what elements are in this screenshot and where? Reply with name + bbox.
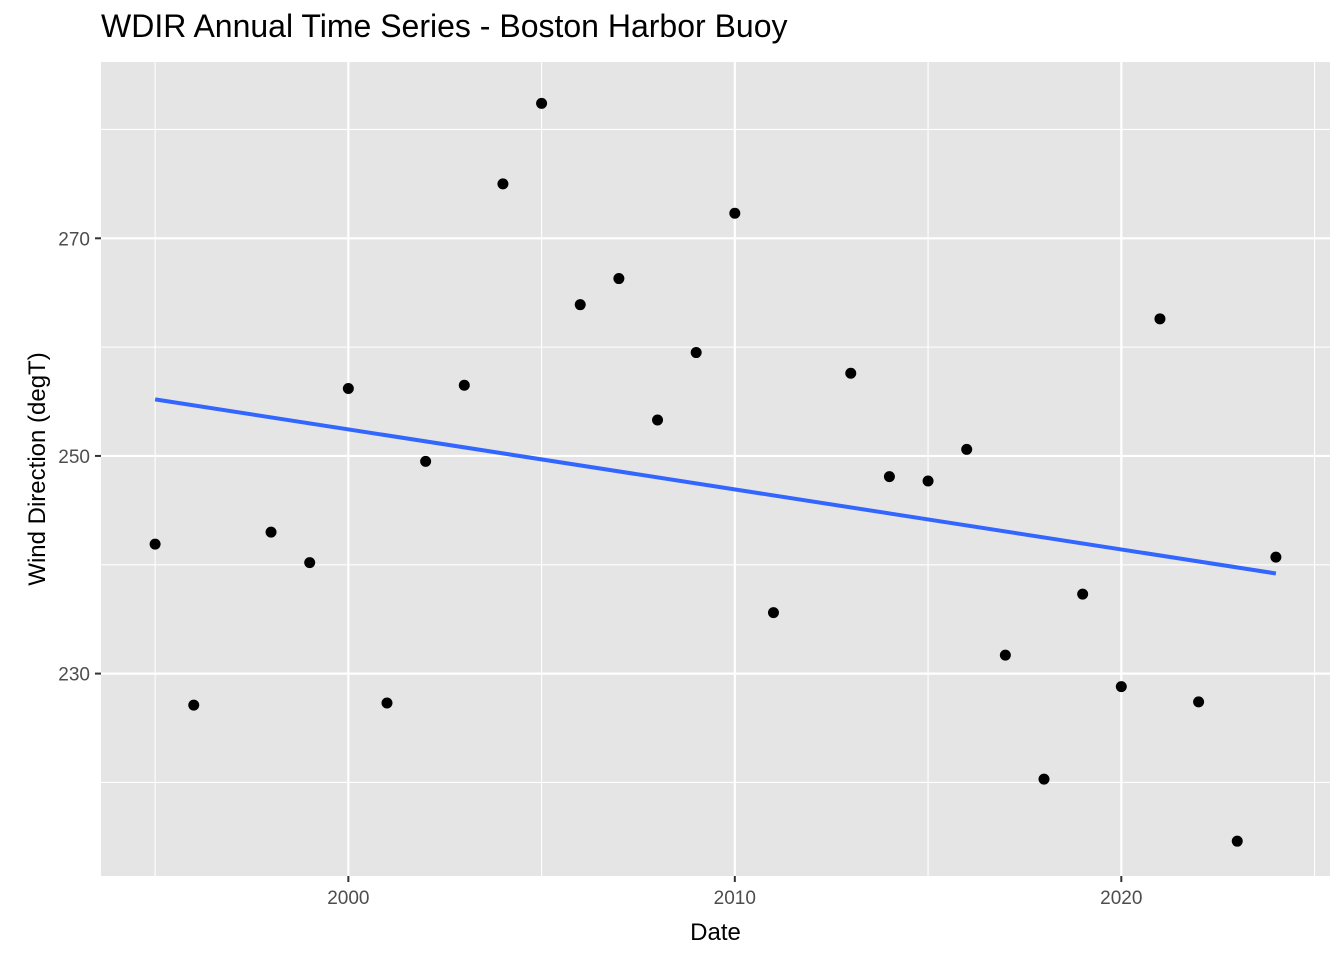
data-point <box>149 538 161 550</box>
y-tick-label: 270 <box>58 229 90 250</box>
x-axis-title: Date <box>690 919 741 946</box>
x-tick-label: 2020 <box>1100 888 1142 909</box>
data-point <box>420 455 432 467</box>
data-point <box>188 699 200 711</box>
data-point <box>304 557 316 569</box>
data-point <box>265 526 277 538</box>
data-point <box>961 443 973 455</box>
data-point <box>1077 588 1089 600</box>
minor-gridlines <box>101 62 1330 876</box>
data-point <box>1038 773 1050 785</box>
data-point <box>999 649 1011 661</box>
plot-panel <box>101 62 1330 876</box>
data-point <box>536 97 548 109</box>
trend-line <box>154 397 1277 576</box>
data-point <box>767 607 779 619</box>
x-axis: 2000 2010 2020 <box>327 876 1142 909</box>
data-point <box>729 207 741 219</box>
data-point <box>883 471 895 483</box>
x-tick-label: 2010 <box>714 888 756 909</box>
data-point <box>1115 681 1127 693</box>
data-point <box>342 382 354 394</box>
data-point <box>1270 551 1282 563</box>
data-point <box>652 414 664 426</box>
data-point <box>574 299 586 311</box>
chart-title: WDIR Annual Time Series - Boston Harbor … <box>101 8 788 44</box>
y-tick-label: 250 <box>58 447 90 468</box>
data-point <box>381 697 393 709</box>
major-gridlines <box>101 62 1330 876</box>
data-point <box>1193 696 1205 708</box>
data-point <box>458 379 470 391</box>
data-point <box>497 178 509 190</box>
y-axis-title: Wind Direction (degT) <box>24 352 51 585</box>
data-point <box>613 273 625 285</box>
y-tick-label: 230 <box>58 665 90 686</box>
data-point <box>1231 835 1243 847</box>
data-points <box>149 97 1282 847</box>
data-point <box>845 367 857 379</box>
x-tick-label: 2000 <box>327 888 369 909</box>
data-point <box>690 347 702 359</box>
data-point <box>1154 313 1166 325</box>
y-axis: 230 250 270 <box>58 229 101 686</box>
data-point <box>922 475 934 487</box>
